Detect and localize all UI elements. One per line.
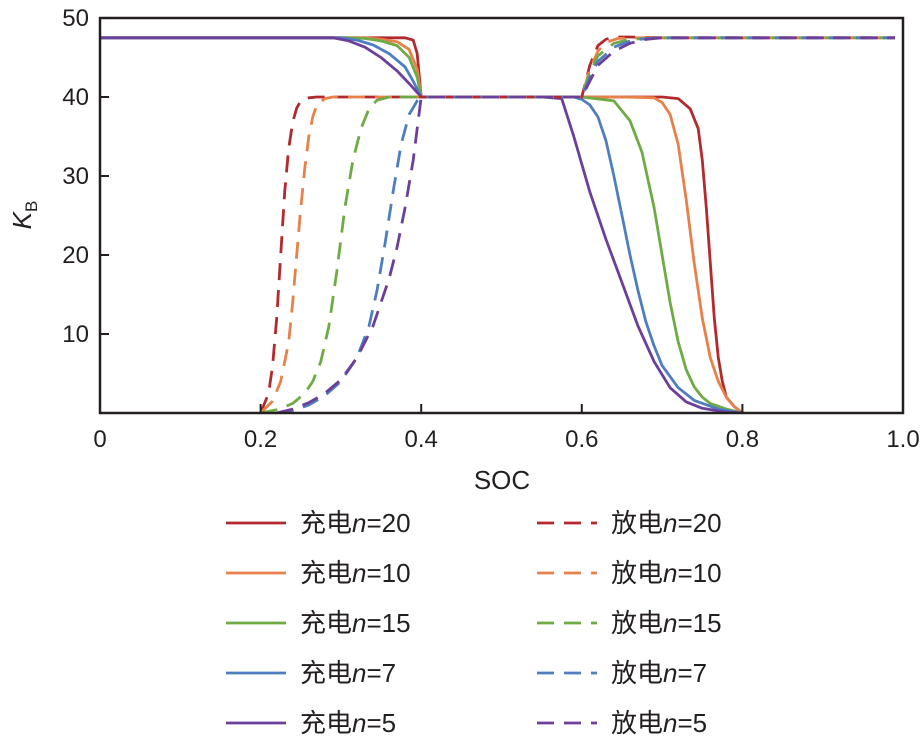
y-tick-label: 50: [62, 5, 89, 32]
legend-label: 放电n=15: [611, 608, 722, 638]
series-line-discharge-6: [259, 36, 895, 413]
legend-label-eq: =7: [366, 658, 396, 688]
legend-label-var: n: [352, 658, 366, 688]
legend-label-prefix: 充电: [300, 508, 352, 538]
legend-label: 放电n=20: [611, 508, 722, 538]
x-tick-label: 0: [93, 426, 106, 453]
legend-label-prefix: 放电: [611, 608, 663, 638]
series-line-discharge-8: [276, 36, 895, 413]
y-axis-title-main: K: [7, 210, 37, 229]
y-tick-label: 40: [62, 84, 89, 111]
legend-label-var: n: [663, 658, 677, 688]
legend-label-eq: =20: [677, 508, 721, 538]
y-tick-label: 10: [62, 321, 89, 348]
legend-label-prefix: 放电: [611, 558, 663, 588]
legend-label-prefix: 放电: [611, 708, 663, 736]
legend-label: 充电n=20: [300, 508, 411, 538]
series-line-charge-4: [100, 36, 743, 413]
legend-label-eq: =5: [677, 708, 707, 736]
legend-label-eq: =15: [677, 608, 721, 638]
series-layer: [100, 35, 895, 413]
legend-label-eq: =20: [366, 508, 410, 538]
series-line-charge-2: [100, 36, 743, 413]
legend-label-var: n: [352, 608, 366, 638]
legend-label-eq: =10: [677, 558, 721, 588]
y-axis-title: KB: [7, 201, 41, 230]
legend-label-eq: =10: [366, 558, 410, 588]
y-axis: 10 20 30 40 50: [62, 5, 109, 348]
series-line-charge-1: [100, 36, 744, 413]
legend-label-var: n: [352, 508, 366, 538]
legend-label-prefix: 充电: [300, 608, 352, 638]
legend-label-prefix: 放电: [611, 508, 663, 538]
x-axis: 0 0.2 0.4 0.6 0.8 1.0: [93, 404, 920, 453]
x-tick-label: 0.6: [565, 426, 598, 453]
legend-label-prefix: 放电: [611, 658, 663, 688]
legend-label-var: n: [663, 708, 677, 736]
x-tick-label: 1.0: [886, 426, 919, 453]
y-tick-label: 20: [62, 242, 89, 269]
x-tick-label: 0.2: [244, 426, 277, 453]
legend-label-prefix: 充电: [300, 658, 352, 688]
legend-label: 充电n=5: [300, 708, 396, 736]
legend-label: 充电n=15: [300, 608, 411, 638]
legend-label-var: n: [352, 558, 366, 588]
series-line-discharge-5: [259, 35, 895, 413]
x-tick-label: 0.4: [405, 426, 438, 453]
legend-label-var: n: [663, 558, 677, 588]
x-tick-label: 0.8: [726, 426, 759, 453]
x-axis-title: SOC: [474, 465, 530, 495]
legend-label: 放电n=7: [611, 658, 707, 688]
plot-frame: [98, 16, 905, 415]
legend-label-eq: =7: [677, 658, 707, 688]
legend-label: 充电n=10: [300, 558, 411, 588]
legend-label-var: n: [663, 508, 677, 538]
legend-label-eq: =15: [366, 608, 410, 638]
legend-label-var: n: [352, 708, 366, 736]
legend-label-var: n: [663, 608, 677, 638]
legend-label-prefix: 充电: [300, 558, 352, 588]
legend: 充电n=20充电n=10充电n=15充电n=7充电n=5放电n=20放电n=10…: [226, 508, 722, 736]
legend-label: 放电n=10: [611, 558, 722, 588]
legend-label-eq: =5: [366, 708, 396, 736]
y-axis-title-sub: B: [22, 201, 41, 212]
legend-label: 充电n=7: [300, 658, 396, 688]
series-line-discharge-7: [260, 36, 895, 413]
series-line-discharge-9: [276, 36, 895, 413]
series-line-charge-3: [100, 36, 743, 413]
legend-label-prefix: 充电: [300, 708, 352, 736]
y-tick-label: 30: [62, 163, 89, 190]
legend-label: 放电n=5: [611, 708, 707, 736]
